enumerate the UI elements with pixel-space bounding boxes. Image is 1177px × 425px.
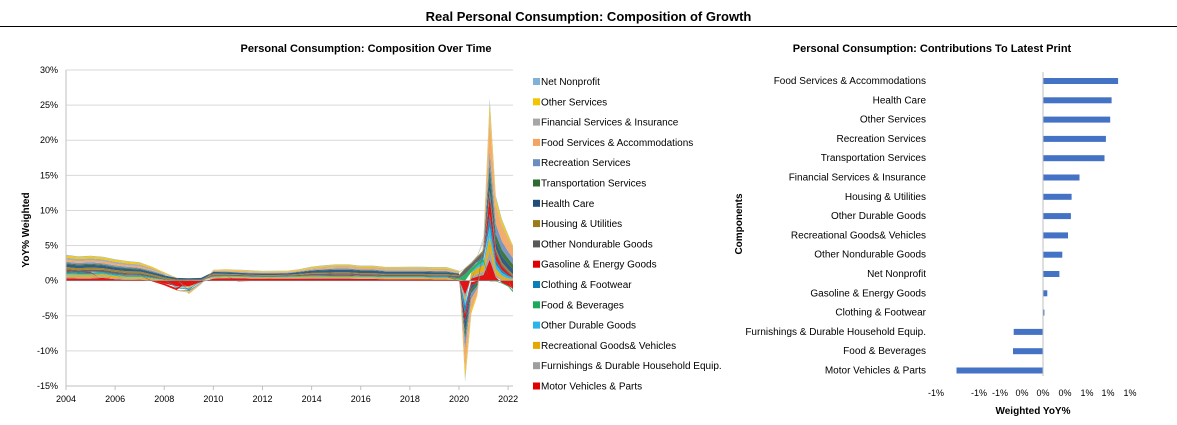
legend-label: Other Services xyxy=(541,97,607,108)
area-recreation-services xyxy=(66,151,513,350)
y-tick-label: 20% xyxy=(40,135,58,145)
legend-swatch xyxy=(533,301,540,309)
legend-label: Clothing & Footwear xyxy=(541,280,632,291)
x-tick-label: 2022 xyxy=(498,394,518,404)
area-net-nonprofit xyxy=(66,98,513,382)
legend-label: Recreation Services xyxy=(541,158,630,169)
area-other-services xyxy=(66,103,513,379)
legend-label: Other Durable Goods xyxy=(541,321,636,332)
area-transportation-services xyxy=(66,165,513,339)
y-tick-label: 15% xyxy=(40,170,58,180)
legend-swatch xyxy=(533,240,540,248)
title-divider xyxy=(0,26,1177,27)
legend-label: Health Care xyxy=(541,199,595,210)
legend-label: Financial Services & Insurance xyxy=(541,118,679,129)
y-axis-label: YoY% Weighted xyxy=(21,192,32,267)
legend-swatch xyxy=(533,179,540,187)
legend-swatch xyxy=(533,98,540,106)
legend-label: Furnishings & Durable Household Equip. xyxy=(541,361,722,372)
x-tick-label: 2020 xyxy=(449,394,469,404)
legend-swatch xyxy=(533,321,540,329)
legend-swatch xyxy=(533,159,540,167)
legend-swatch xyxy=(533,362,540,370)
legend: Net Nonprofit Other Services Financial Ser… xyxy=(533,77,722,393)
legend-label: Food Services & Accommodations xyxy=(541,138,693,149)
area-health-care xyxy=(66,176,513,332)
x-tick-label: 2016 xyxy=(351,394,371,404)
x-tick-label: 2008 xyxy=(154,394,174,404)
y-tick-label: -10% xyxy=(37,346,58,356)
legend-swatch xyxy=(533,138,540,146)
legend-label: Recreational Goods& Vehicles xyxy=(541,341,676,352)
legend-swatch xyxy=(533,199,540,207)
x-tick-label: 2004 xyxy=(56,394,76,404)
x-tick-label: 2012 xyxy=(252,394,272,404)
chart-title: Personal Consumption: Composition Over T… xyxy=(241,43,492,55)
y-tick-label: 25% xyxy=(40,100,58,110)
legend-label: Food & Beverages xyxy=(541,300,624,311)
gridlines xyxy=(66,69,513,387)
y-tick-label: 0% xyxy=(45,276,58,286)
y-tick-label: 5% xyxy=(45,241,58,251)
x-tick-label: 2014 xyxy=(302,394,322,404)
area-food-services-accommodations xyxy=(66,116,513,371)
area-furnishings-durable-household-equip- xyxy=(66,249,513,299)
y-tick-label: -5% xyxy=(42,311,58,321)
y-tick-label: 30% xyxy=(40,65,58,75)
legend-swatch xyxy=(533,260,540,268)
x-tick-label: 2006 xyxy=(105,394,125,404)
y-tick-label: -15% xyxy=(37,381,58,391)
legend-swatch xyxy=(533,341,540,349)
legend-swatch xyxy=(533,220,540,228)
stacked-areas xyxy=(66,98,513,382)
axes: 30% 25% 20% 15% 10% 5% 0% -5% -10% -15% 2004 2006 20… xyxy=(37,65,518,404)
legend-label: Net Nonprofit xyxy=(541,77,600,88)
legend-swatch xyxy=(533,281,540,288)
legend-label: Housing & Utilities xyxy=(541,219,622,230)
y-tick-label: 10% xyxy=(40,205,58,215)
legend-label: Gasoline & Energy Goods xyxy=(541,260,657,271)
x-tick-label: 2010 xyxy=(203,394,223,404)
legend-label: Other Nondurable Goods xyxy=(541,239,653,250)
x-tick-label: 2018 xyxy=(400,394,420,404)
legend-label: Motor Vehicles & Parts xyxy=(541,382,642,393)
area-motor-vehicles-parts xyxy=(66,259,513,295)
page-title: Real Personal Consumption: Composition o… xyxy=(425,9,752,24)
legend-swatch xyxy=(533,382,540,390)
area-gasoline-energy-goods xyxy=(66,196,513,322)
legend-swatch xyxy=(533,118,540,126)
legend-label: Transportation Services xyxy=(541,179,646,190)
legend-swatch xyxy=(533,78,540,85)
